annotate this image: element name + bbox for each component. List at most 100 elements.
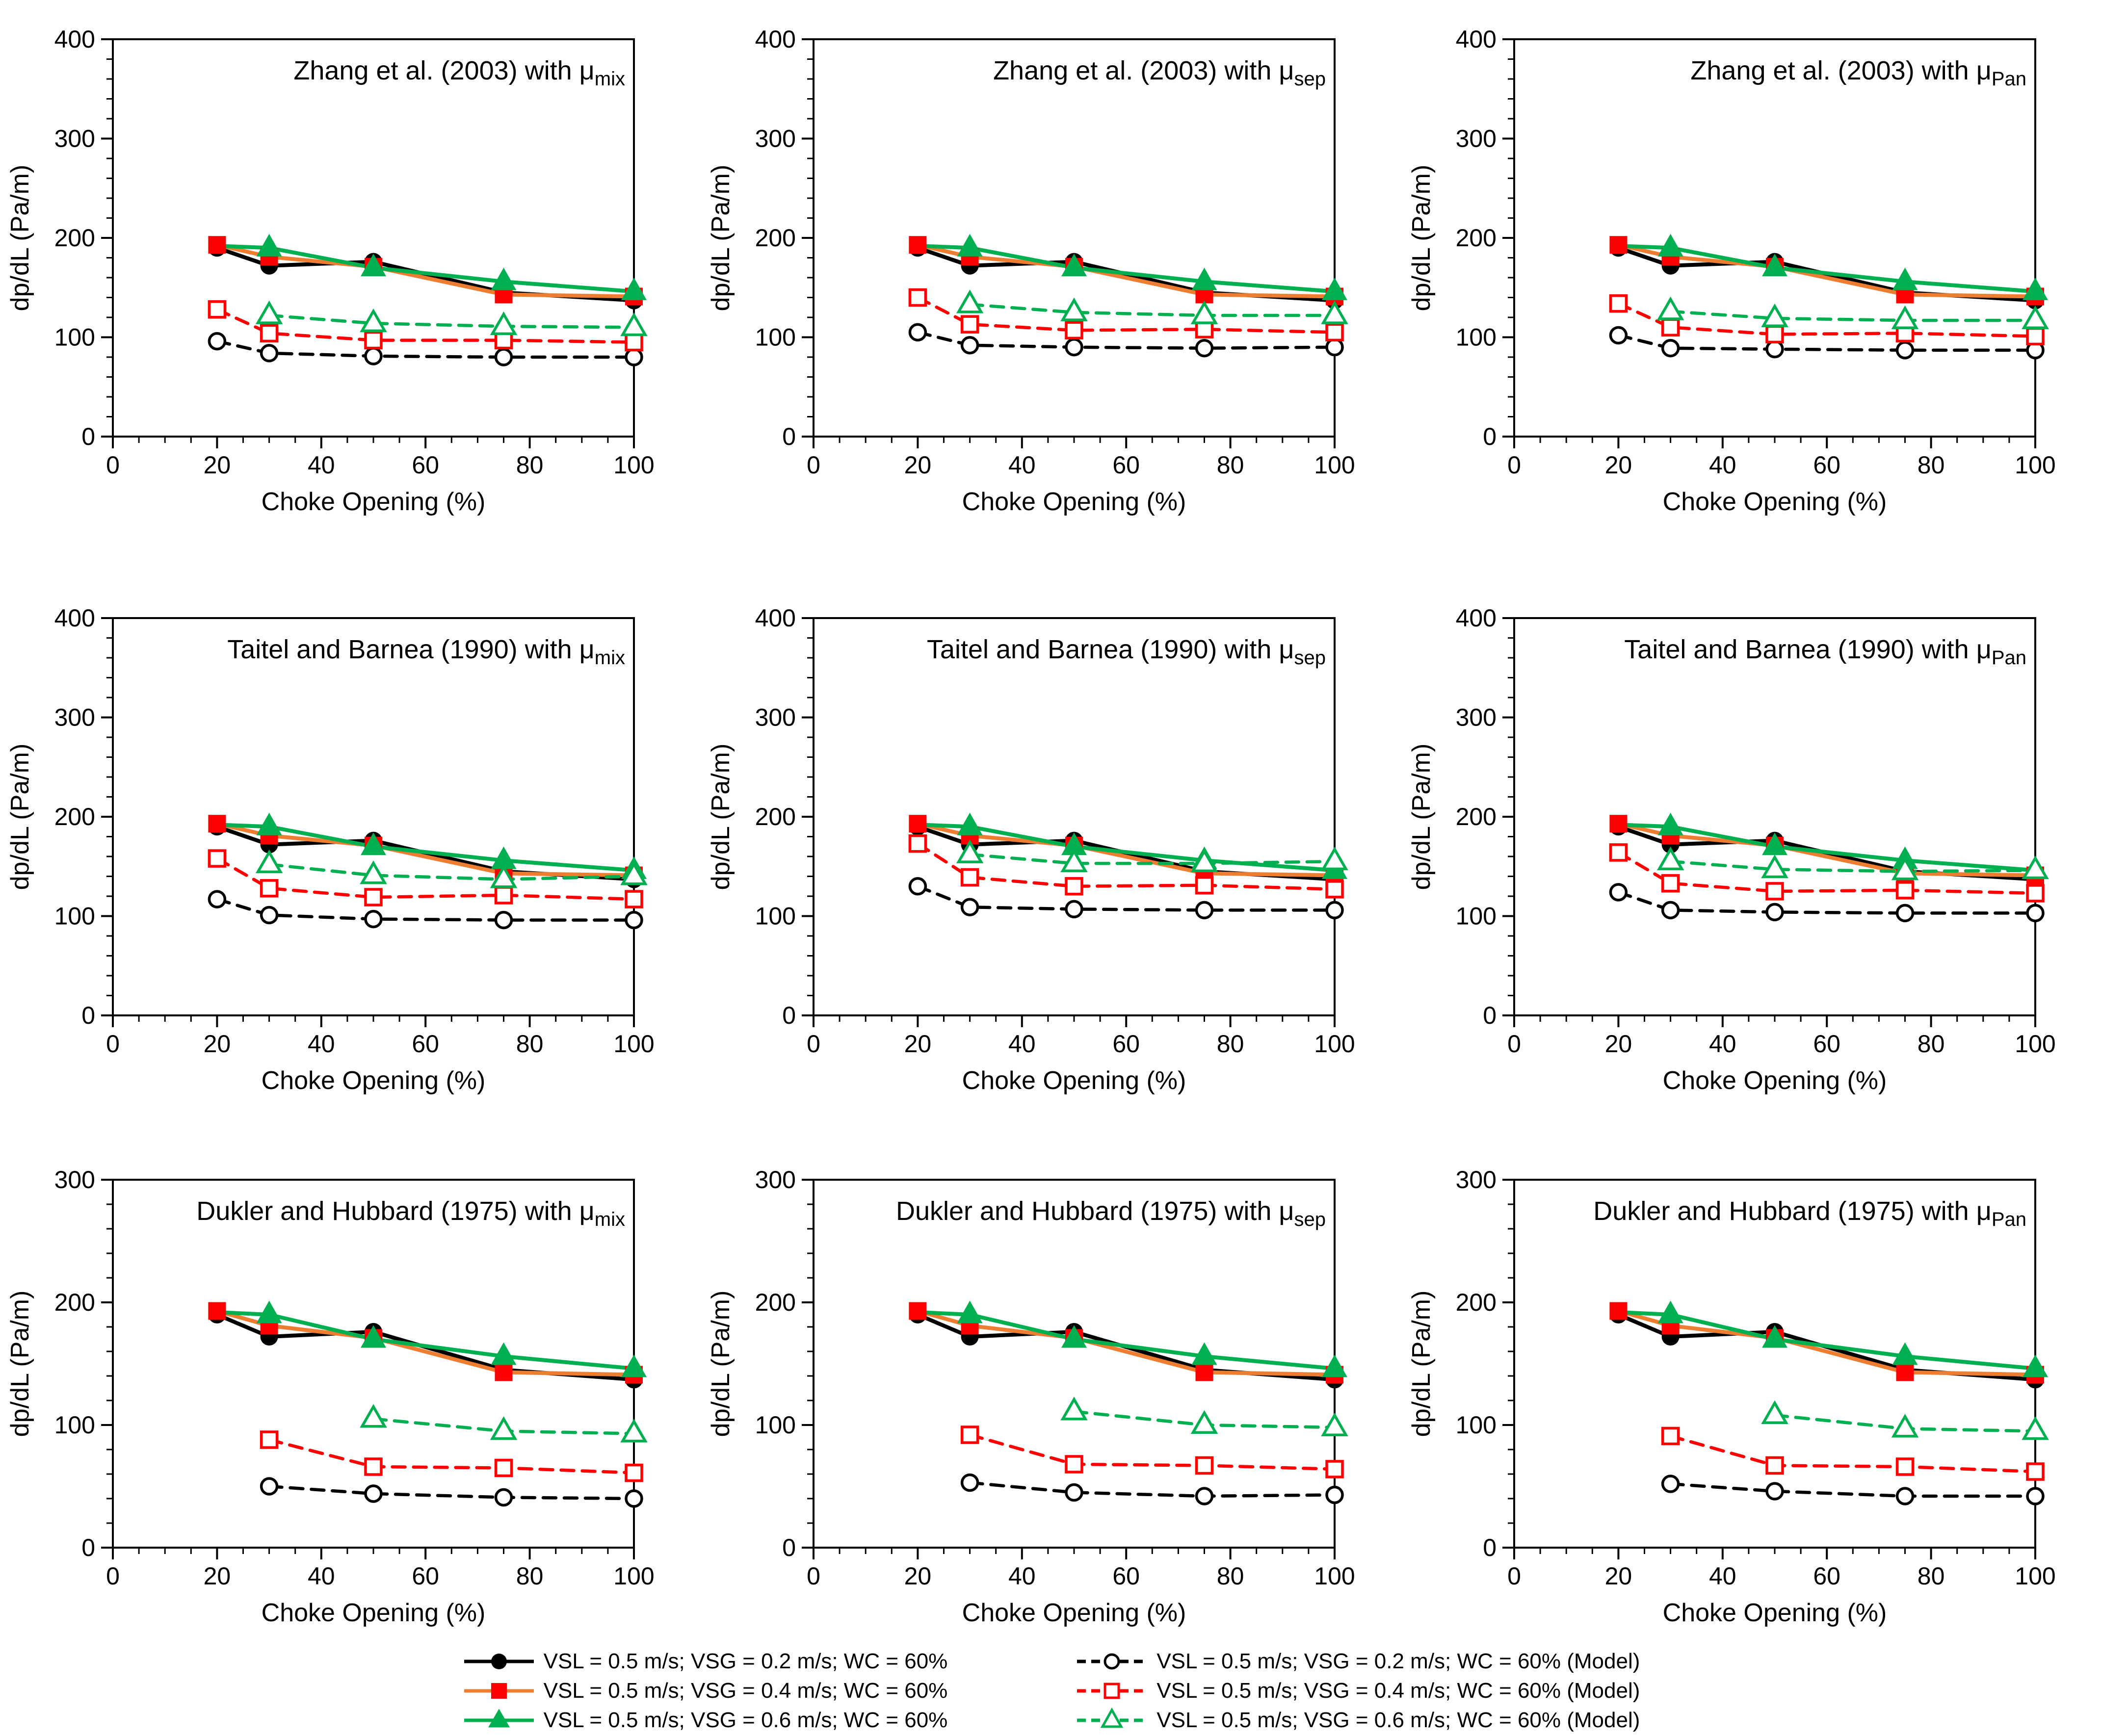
chart-zhang-mu-mix: 0 20 40 60 80 100 0 100 200 300 400 Choke Opening (…	[0, 0, 701, 581]
y-tick-label: 0	[81, 1534, 95, 1561]
y-tick-label: 100	[54, 1411, 95, 1439]
x-tick-label: 0	[1507, 451, 1521, 479]
y-tick-label: 100	[755, 324, 796, 351]
x-tick-label: 100	[1314, 1562, 1355, 1590]
y-tick-label: 200	[755, 1289, 796, 1316]
chart-svg-taitel-mu-sep: 0 20 40 60 80 100 0 100 200 300 400 Choke Opening (…	[707, 604, 1355, 1095]
series-line	[215, 897, 636, 922]
y-tick-label: 0	[1483, 423, 1497, 450]
y-tick-label: 300	[755, 125, 796, 153]
chart-svg-zhang-mu-mix: 0 20 40 60 80 100 0 100 200 300 400 Choke Opening (…	[6, 26, 655, 516]
x-axis-label: Choke Opening (%)	[262, 1599, 486, 1627]
y-tick-label: 200	[755, 803, 796, 830]
solid-green-triangle-sample-icon	[464, 1709, 534, 1728]
chart-taitel-mu-sep: 0 20 40 60 80 100 0 100 200 300 400 Choke Opening (…	[701, 579, 1401, 1160]
legend-item-model-vsg06: VSL = 0.5 m/s; VSG = 0.6 m/s; WC = 60% (…	[1075, 1707, 1640, 1734]
y-tick-label: 300	[54, 704, 95, 731]
x-tick-label: 100	[2015, 1562, 2055, 1590]
x-tick-label: 100	[2015, 451, 2055, 479]
series-line	[916, 884, 1337, 912]
series-line	[916, 842, 1337, 891]
y-tick-label: 300	[54, 1166, 95, 1193]
series-line	[968, 1433, 1337, 1471]
x-axis-label: Choke Opening (%)	[1663, 1066, 1887, 1095]
x-tick-label: 0	[106, 451, 120, 479]
chart-title: Taitel and Barnea (1990) with μsep	[927, 635, 1326, 669]
x-tick-label: 60	[1813, 1030, 1840, 1058]
x-tick-label: 60	[412, 1562, 439, 1590]
y-tick-label: 100	[755, 1411, 796, 1439]
x-tick-label: 60	[1813, 451, 1840, 479]
legend-item-model-vsg04: VSL = 0.5 m/s; VSG = 0.4 m/s; WC = 60% (…	[1075, 1677, 1640, 1705]
y-tick-label: 0	[1483, 1002, 1497, 1029]
chart-title: Zhang et al. (2003) with μsep	[993, 56, 1326, 90]
x-tick-label: 100	[1314, 451, 1355, 479]
series-line	[968, 1481, 1337, 1498]
chart-title: Taitel and Barnea (1990) with μPan	[1624, 635, 2026, 669]
y-tick-label: 300	[1456, 1166, 1497, 1193]
y-tick-label: 200	[1456, 803, 1497, 830]
x-tick-label: 0	[807, 1030, 820, 1058]
chart-svg-taitel-mu-pan: 0 20 40 60 80 100 0 100 200 300 400 Choke Opening (…	[1407, 604, 2056, 1095]
legend-item-model-vsg02: VSL = 0.5 m/s; VSG = 0.2 m/s; WC = 60% (…	[1075, 1648, 1640, 1675]
x-tick-label: 0	[807, 1562, 820, 1590]
x-tick-label: 60	[1813, 1562, 1840, 1590]
x-tick-label: 0	[106, 1030, 120, 1058]
y-axis-label: dp/dL (Pa/m)	[6, 1291, 34, 1437]
series-line	[1617, 851, 2037, 895]
y-tick-label: 100	[1456, 903, 1497, 930]
series-line	[267, 1484, 636, 1501]
series-line	[267, 862, 636, 881]
chart-title: Zhang et al. (2003) with μPan	[1690, 56, 2026, 90]
series-line	[267, 313, 636, 329]
chart-svg-dukler-mu-pan: 0 20 40 60 80 100 0 100 200 300 Choke Opening (%) d…	[1407, 1166, 2056, 1627]
x-tick-label: 20	[904, 1030, 932, 1058]
chart-title: Zhang et al. (2003) with μmix	[293, 56, 625, 90]
y-tick-label: 300	[1456, 704, 1497, 731]
x-tick-label: 60	[1112, 1562, 1140, 1590]
y-tick-label: 100	[1456, 324, 1497, 351]
x-tick-label: 0	[1507, 1562, 1521, 1590]
series-line	[1669, 310, 2037, 322]
chart-zhang-mu-pan: 0 20 40 60 80 100 0 100 200 300 400 Choke Opening (…	[1401, 0, 2102, 581]
x-tick-label: 80	[516, 451, 544, 479]
y-tick-label: 0	[1483, 1534, 1497, 1561]
y-tick-label: 200	[755, 224, 796, 252]
y-tick-label: 400	[54, 604, 95, 632]
x-tick-label: 40	[1709, 451, 1736, 479]
legend-item-exp-vsg06: VSL = 0.5 m/s; VSG = 0.6 m/s; WC = 60%	[462, 1707, 947, 1734]
y-tick-label: 0	[782, 423, 796, 450]
x-tick-label: 100	[613, 451, 654, 479]
series-line	[1669, 859, 2037, 873]
x-tick-label: 100	[1314, 1030, 1355, 1058]
y-tick-label: 0	[81, 423, 95, 450]
x-axis-label: Choke Opening (%)	[962, 1066, 1186, 1095]
chart-title: Dukler and Hubbard (1975) with μPan	[1593, 1196, 2026, 1230]
legend-column-model: VSL = 0.5 m/s; VSG = 0.2 m/s; WC = 60% (…	[1075, 1646, 1640, 1736]
x-tick-label: 60	[412, 1030, 439, 1058]
y-axis-label: dp/dL (Pa/m)	[6, 744, 34, 890]
x-tick-label: 40	[308, 1562, 335, 1590]
series-line	[968, 303, 1337, 317]
x-tick-label: 40	[1008, 1030, 1036, 1058]
y-axis-label: dp/dL (Pa/m)	[6, 165, 34, 311]
x-tick-label: 0	[106, 1562, 120, 1590]
chart-title: Taitel and Barnea (1990) with μmix	[227, 635, 625, 669]
x-tick-label: 20	[204, 451, 231, 479]
chart-zhang-mu-sep: 0 20 40 60 80 100 0 100 200 300 400 Choke Opening (…	[701, 0, 1401, 581]
y-tick-label: 0	[782, 1534, 796, 1561]
x-axis-label: Choke Opening (%)	[262, 488, 486, 516]
x-tick-label: 40	[308, 451, 335, 479]
series-line	[1669, 1482, 2037, 1498]
x-axis-label: Choke Opening (%)	[962, 1599, 1186, 1627]
y-tick-label: 200	[1456, 224, 1497, 252]
x-tick-label: 80	[1217, 451, 1244, 479]
chart-svg-zhang-mu-pan: 0 20 40 60 80 100 0 100 200 300 400 Choke Opening (…	[1407, 26, 2056, 516]
chart-dukler-mu-pan: 0 20 40 60 80 100 0 100 200 300 Choke Opening (%) d…	[1401, 1158, 2102, 1651]
x-tick-label: 20	[204, 1562, 231, 1590]
x-axis-label: Choke Opening (%)	[1663, 488, 1887, 516]
x-tick-label: 100	[613, 1030, 654, 1058]
y-tick-label: 0	[81, 1002, 95, 1029]
series-line	[215, 856, 636, 901]
legend-item-label: VSL = 0.5 m/s; VSG = 0.4 m/s; WC = 60%	[543, 1679, 948, 1703]
